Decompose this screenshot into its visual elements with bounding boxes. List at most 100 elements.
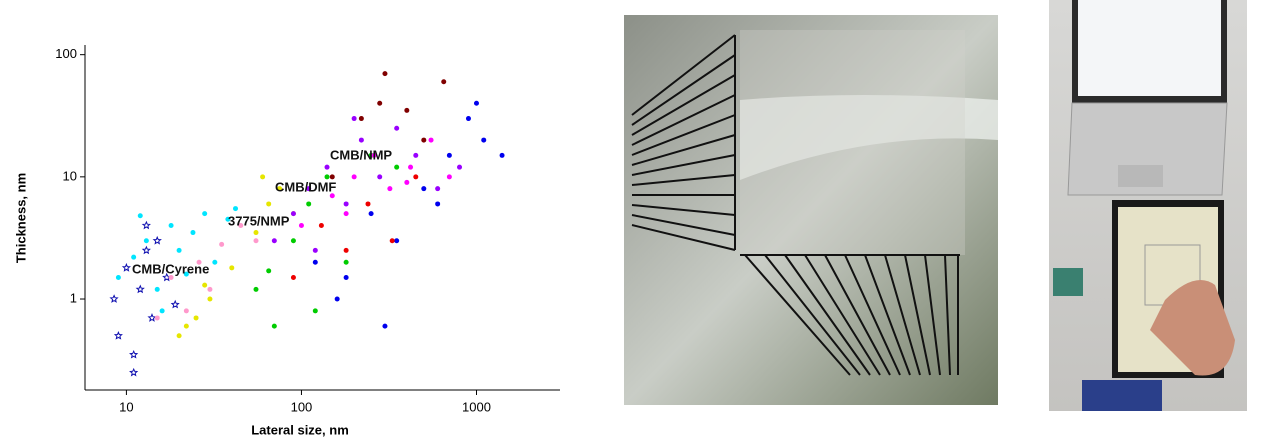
point <box>291 211 296 216</box>
point <box>130 351 137 357</box>
point <box>441 79 446 84</box>
point <box>387 186 392 191</box>
point <box>404 180 409 185</box>
point <box>413 174 418 179</box>
point <box>184 308 189 313</box>
point <box>143 222 150 228</box>
point <box>394 126 399 131</box>
point <box>421 138 426 143</box>
point <box>154 237 161 243</box>
point <box>377 174 382 179</box>
point <box>335 297 340 302</box>
annotation: 3775/NMP <box>228 213 290 228</box>
x-tick-label: 10 <box>119 399 133 414</box>
point <box>359 116 364 121</box>
y-tick-label: 10 <box>63 168 77 183</box>
point <box>219 242 224 247</box>
point <box>408 165 413 170</box>
point <box>500 153 505 158</box>
point <box>365 201 370 206</box>
point <box>123 264 130 270</box>
point <box>149 314 156 320</box>
x-axis-label: Lateral size, nm <box>251 422 349 437</box>
point <box>202 211 207 216</box>
point <box>144 238 149 243</box>
point <box>447 174 452 179</box>
point <box>421 186 426 191</box>
point <box>111 296 118 302</box>
point <box>344 275 349 280</box>
point <box>254 238 259 243</box>
point <box>413 153 418 158</box>
point <box>352 174 357 179</box>
point <box>481 138 486 143</box>
point <box>382 71 387 76</box>
point <box>169 223 174 228</box>
point <box>394 238 399 243</box>
point <box>177 248 182 253</box>
point <box>131 255 136 260</box>
point <box>359 138 364 143</box>
point <box>313 308 318 313</box>
annotation: CMB/NMP <box>330 147 392 162</box>
point <box>177 333 182 338</box>
page: Lateral size, nm Thickness, nm CMB/NMPCM… <box>0 0 1274 444</box>
point <box>138 213 143 218</box>
y-axis-label: Thickness, nm <box>13 173 28 263</box>
photo-laptop-setup <box>1049 0 1247 411</box>
point <box>344 211 349 216</box>
point <box>447 153 452 158</box>
point <box>212 260 217 265</box>
point <box>190 230 195 235</box>
point <box>130 369 137 375</box>
point <box>202 283 207 288</box>
point <box>184 324 189 329</box>
point <box>325 165 330 170</box>
point <box>313 248 318 253</box>
point <box>435 201 440 206</box>
sensor-grid <box>740 30 965 255</box>
point <box>272 324 277 329</box>
point <box>404 108 409 113</box>
point <box>319 223 324 228</box>
figure: Lateral size, nm Thickness, nm CMB/NMPCM… <box>0 0 1274 439</box>
point <box>291 238 296 243</box>
point <box>369 211 374 216</box>
point <box>394 165 399 170</box>
point <box>115 332 122 338</box>
point <box>457 165 462 170</box>
point <box>313 260 318 265</box>
point <box>474 101 479 106</box>
point <box>272 238 277 243</box>
point <box>172 301 179 307</box>
point <box>116 275 121 280</box>
y-tick-label: 1 <box>70 290 77 305</box>
point <box>143 247 150 253</box>
point <box>344 248 349 253</box>
point <box>299 223 304 228</box>
circuit-board <box>1082 380 1162 411</box>
point <box>291 275 296 280</box>
point <box>344 260 349 265</box>
point <box>382 324 387 329</box>
point <box>254 230 259 235</box>
x-tick-label: 100 <box>291 399 313 414</box>
annotation: CMB/Cyrene <box>132 261 209 276</box>
point <box>254 287 259 292</box>
point <box>306 201 311 206</box>
y-tick-label: 100 <box>55 46 77 61</box>
x-tick-label: 1000 <box>462 399 491 414</box>
point <box>207 297 212 302</box>
point <box>377 101 382 106</box>
point <box>160 308 165 313</box>
point <box>466 116 471 121</box>
point <box>344 201 349 206</box>
laptop-display <box>1078 0 1221 96</box>
point <box>352 116 357 121</box>
point <box>266 268 271 273</box>
point <box>194 315 199 320</box>
annotation: CMB/DMF <box>275 179 336 194</box>
annotations: CMB/NMP CMB/DMF 3775/NMP CMB/Cyrene <box>132 147 392 276</box>
points <box>111 71 505 375</box>
point <box>137 286 144 292</box>
